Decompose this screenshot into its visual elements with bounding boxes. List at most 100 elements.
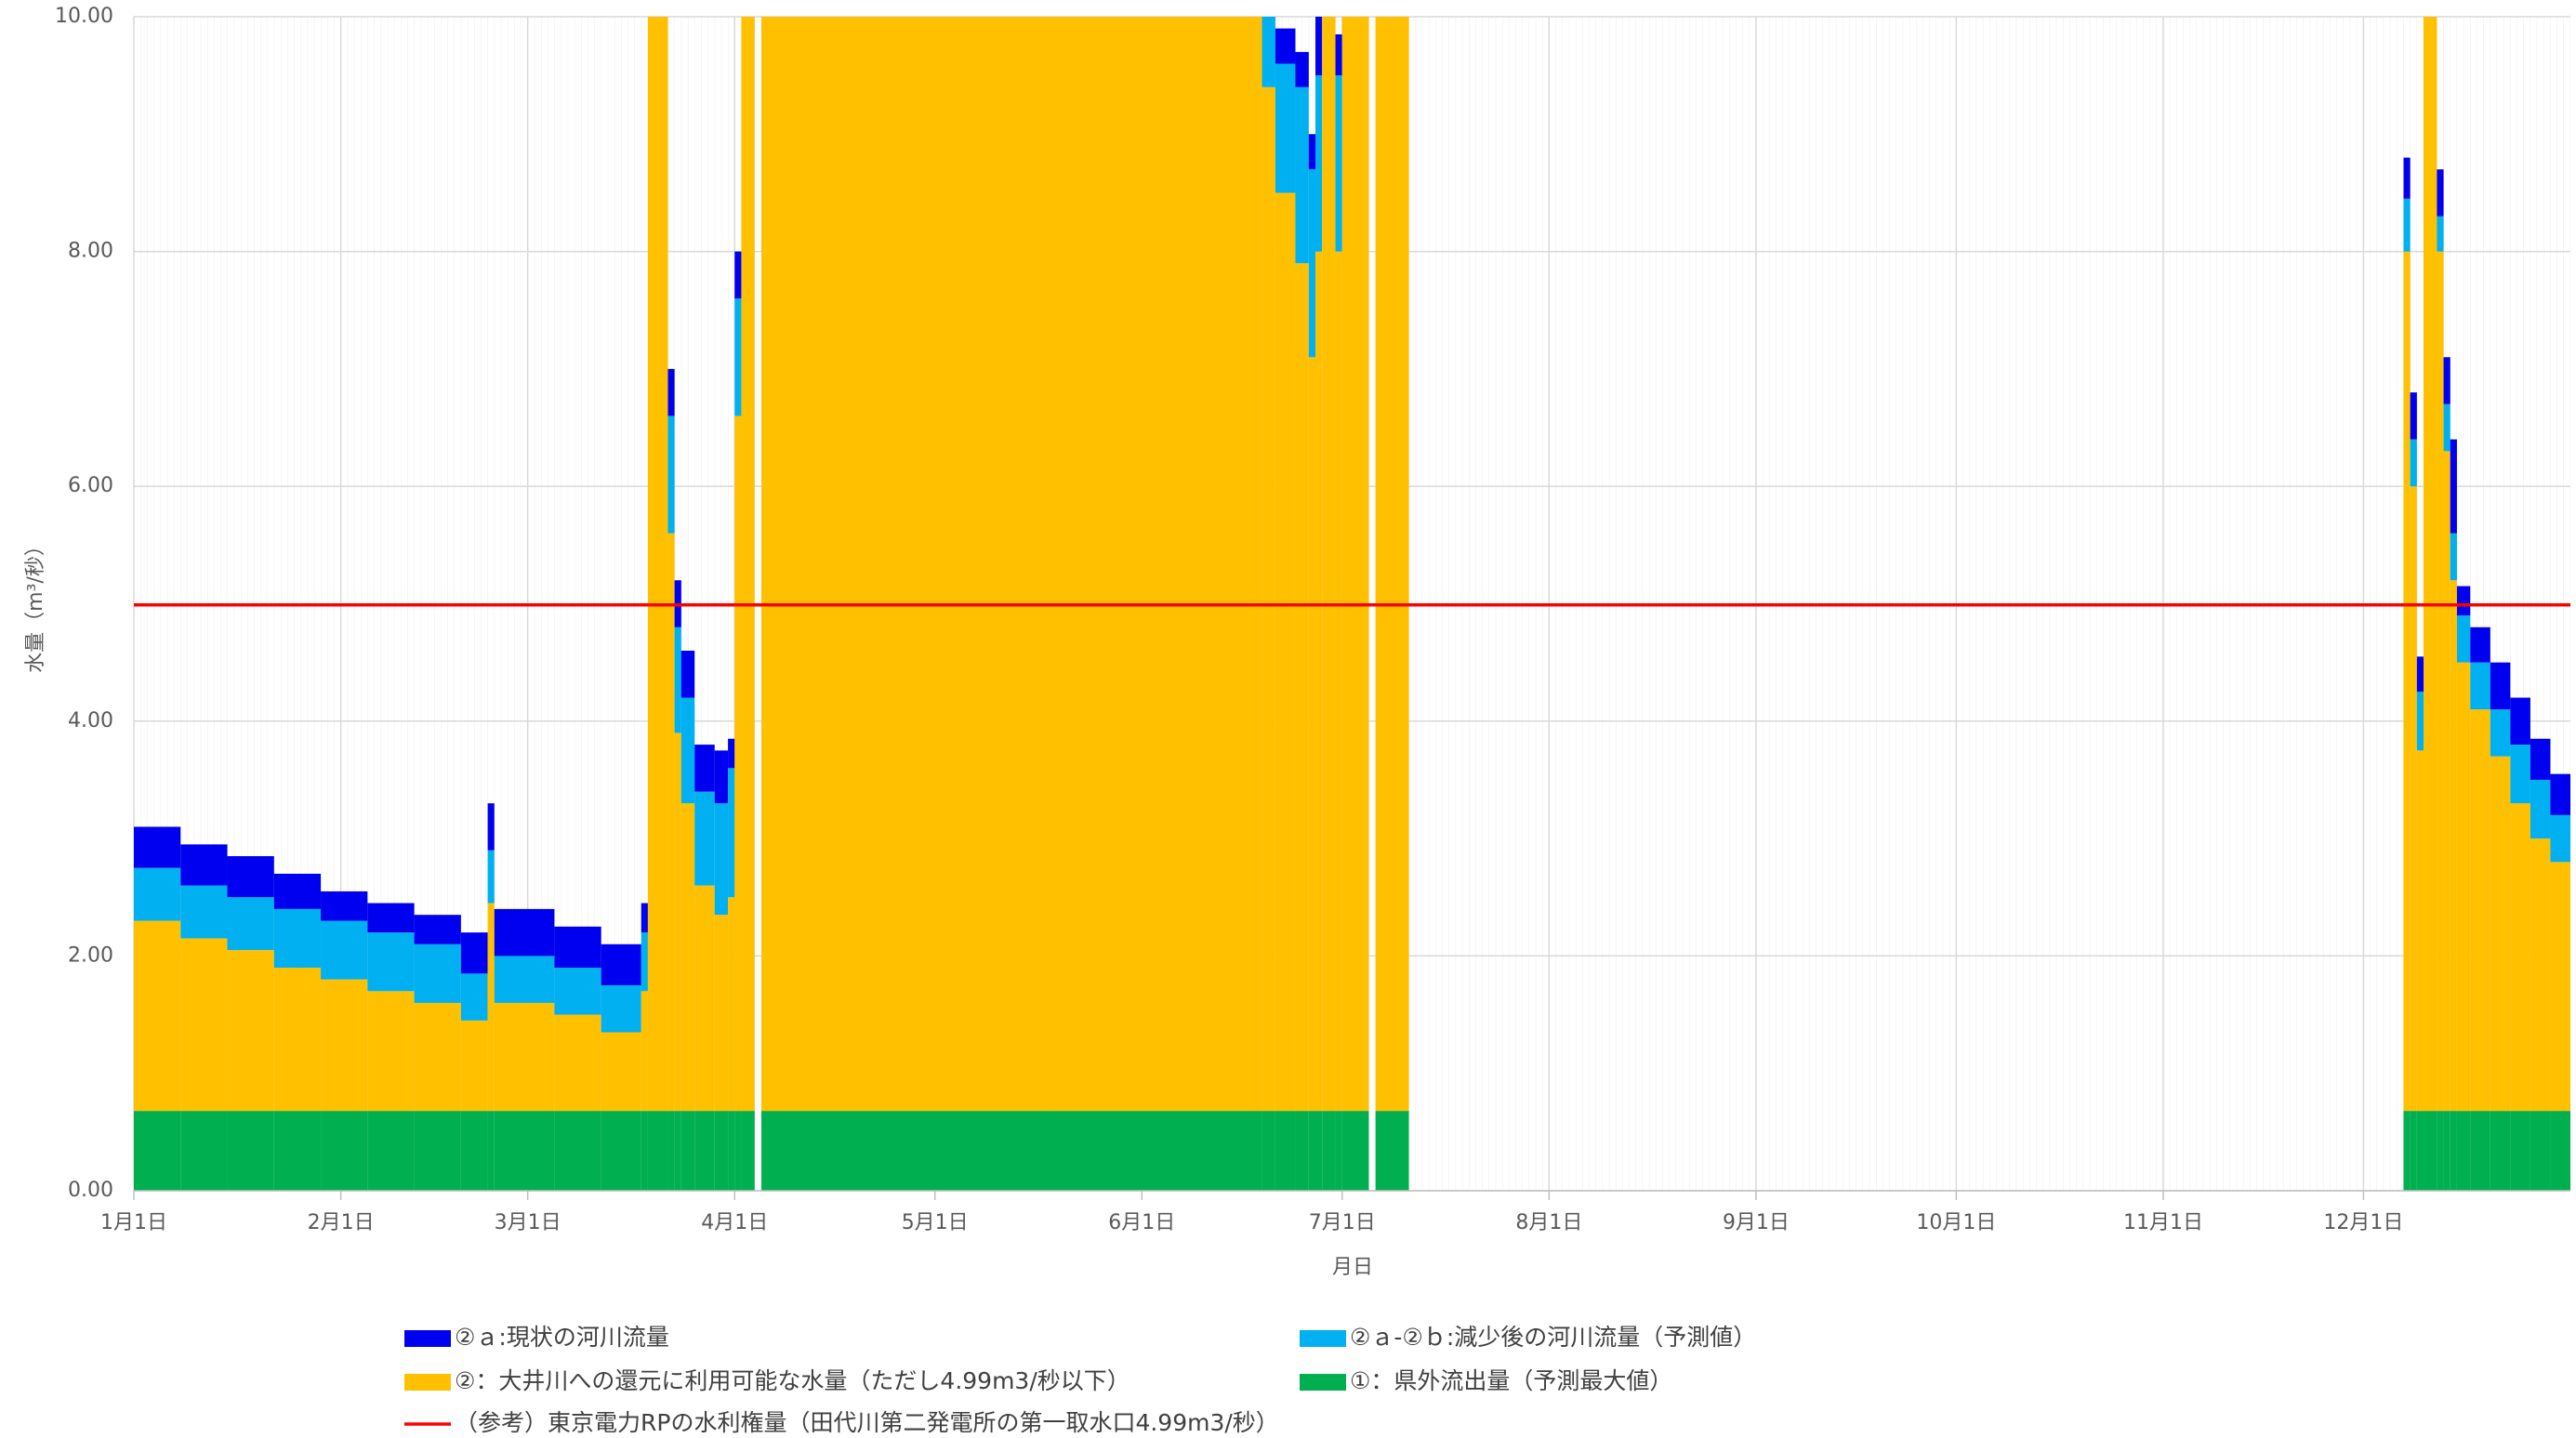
x-tick-label: 8月1日 xyxy=(1515,1211,1582,1234)
bar-segment xyxy=(487,1111,495,1191)
bar-segment xyxy=(1335,75,1342,252)
bar-segment xyxy=(2403,198,2411,252)
bar-segment xyxy=(367,932,415,992)
bar-segment xyxy=(321,920,368,980)
bar-segment xyxy=(734,416,742,1112)
bar-segment xyxy=(1341,1111,1369,1191)
bar-segment xyxy=(734,251,742,299)
bar-segment xyxy=(2510,803,2530,1112)
bar-segment xyxy=(494,1111,555,1191)
x-tick-label: 9月1日 xyxy=(1723,1211,1790,1234)
x-tick-label: 1月1日 xyxy=(100,1211,167,1234)
bar-segment xyxy=(2456,662,2471,1112)
bar-segment xyxy=(2437,169,2444,217)
bar-segment xyxy=(2510,1111,2530,1191)
bar-segment xyxy=(414,1111,461,1191)
legend-label: （参考）東京電力RPの水利権量（田代川第二発電所の第一取水口4.99m3/秒） xyxy=(455,1409,1279,1436)
bar-segment xyxy=(674,627,681,733)
legend-swatch xyxy=(1300,1374,1346,1391)
bar-segment xyxy=(1322,1111,1336,1191)
bar-segment xyxy=(1315,75,1323,252)
bar-segment xyxy=(554,1111,601,1191)
bar-segment xyxy=(694,1111,715,1191)
bar-segment xyxy=(1315,251,1323,1112)
bar-segment xyxy=(601,984,641,1033)
bar-segment xyxy=(714,803,729,916)
bar-segment xyxy=(2424,17,2437,1112)
bar-segment xyxy=(647,17,668,1112)
bar-segment xyxy=(2416,1111,2424,1191)
bar-segment xyxy=(741,17,755,1112)
bar-segment xyxy=(273,1111,322,1191)
bar-segment xyxy=(494,908,555,956)
bar-segment xyxy=(680,697,695,804)
y-tick-label: 8.00 xyxy=(68,240,113,263)
bar-segment xyxy=(734,298,742,416)
legend-swatch xyxy=(404,1374,451,1391)
legend-swatch xyxy=(404,1330,451,1347)
bar-segment xyxy=(760,1111,1262,1191)
bar-segment xyxy=(460,1111,488,1191)
bar-segment xyxy=(2410,1111,2417,1191)
bar-segment xyxy=(2450,533,2457,581)
bar-segment xyxy=(494,956,555,1003)
y-tick-label: 6.00 xyxy=(68,474,113,497)
bar-segment xyxy=(647,1111,668,1191)
x-tick-label: 10月1日 xyxy=(1916,1211,1996,1234)
bar-segment xyxy=(2416,750,2424,1112)
bar-segment xyxy=(2450,439,2457,534)
bar-segment xyxy=(2490,756,2511,1112)
bar-segment xyxy=(554,968,601,1015)
bar-segment xyxy=(2403,1111,2411,1191)
bar-segment xyxy=(601,1032,641,1112)
bar-segment xyxy=(2403,157,2411,199)
bar-segment xyxy=(2443,451,2451,1112)
bar-segment xyxy=(641,932,648,992)
bar-segment xyxy=(554,926,601,969)
bar-segment xyxy=(2530,1111,2551,1191)
y-tick-label: 0.00 xyxy=(68,1179,113,1202)
x-tick-label: 6月1日 xyxy=(1108,1211,1175,1234)
bar-segment xyxy=(1262,1111,1275,1191)
bar-segment xyxy=(641,991,648,1112)
bar-segment xyxy=(1262,17,1275,87)
bar-segment xyxy=(1295,1111,1309,1191)
bar-segment xyxy=(1308,134,1316,170)
x-tick-label: 4月1日 xyxy=(701,1211,768,1234)
y-tick-label: 2.00 xyxy=(68,943,113,967)
bar-segment xyxy=(667,1111,675,1191)
bar-segment xyxy=(1262,86,1275,1112)
bar-segment xyxy=(2510,697,2530,745)
bar-segment xyxy=(2490,1111,2511,1191)
bar-segment xyxy=(714,1111,729,1191)
bar-segment xyxy=(667,533,675,1112)
bar-segment xyxy=(694,745,715,792)
bar-segment xyxy=(1341,17,1369,1112)
bar-segment xyxy=(227,950,274,1112)
bar-segment xyxy=(641,903,648,933)
bar-segment xyxy=(1275,192,1296,1112)
bar-segment xyxy=(667,416,675,534)
bar-segment xyxy=(367,991,415,1112)
legend-label: ②ａ-②ｂ:減少後の河川流量（予測値） xyxy=(1350,1324,1756,1351)
bar-segment xyxy=(2490,709,2511,757)
x-tick-label: 12月1日 xyxy=(2323,1211,2403,1234)
bar-segment xyxy=(2510,745,2530,804)
bar-segment xyxy=(2490,662,2511,710)
legend-label: ②ａ:現状の河川流量 xyxy=(455,1324,669,1351)
bar-segment xyxy=(134,867,181,921)
bar-segment xyxy=(680,1111,695,1191)
bar-segment xyxy=(714,915,729,1112)
bar-segment xyxy=(273,908,322,969)
bar-segment xyxy=(1375,17,1409,1112)
bar-segment xyxy=(2456,586,2471,616)
bar-segment xyxy=(760,17,1262,1112)
bar-segment xyxy=(487,803,495,851)
bar-segment xyxy=(487,850,495,904)
bar-segment xyxy=(601,943,641,985)
bar-segment xyxy=(460,973,488,1021)
y-axis-label: 水量（m³/秒） xyxy=(24,535,47,673)
bar-segment xyxy=(2437,1111,2444,1191)
legend-label: ①：県外流出量（予測最大値） xyxy=(1350,1367,1672,1394)
bar-segment xyxy=(694,885,715,1112)
